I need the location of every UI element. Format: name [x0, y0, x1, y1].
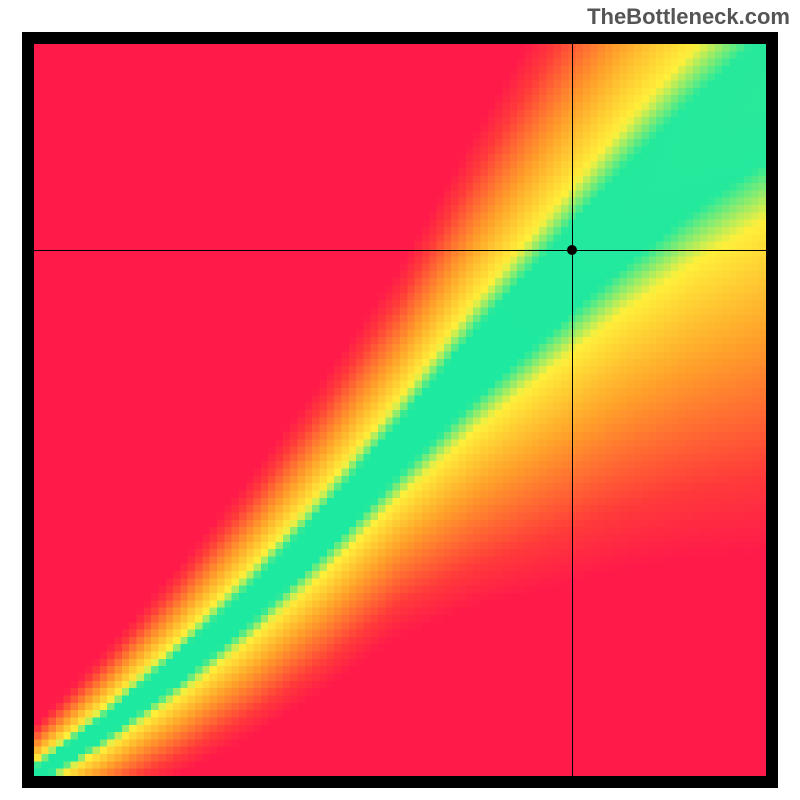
plot-frame: [22, 32, 778, 788]
heatmap-canvas: [34, 44, 766, 776]
crosshair-horizontal: [34, 250, 766, 251]
attribution-text: TheBottleneck.com: [587, 4, 790, 30]
plot-area: [34, 44, 766, 776]
crosshair-marker: [567, 245, 577, 255]
chart-container: TheBottleneck.com: [0, 0, 800, 800]
crosshair-vertical: [572, 44, 573, 776]
